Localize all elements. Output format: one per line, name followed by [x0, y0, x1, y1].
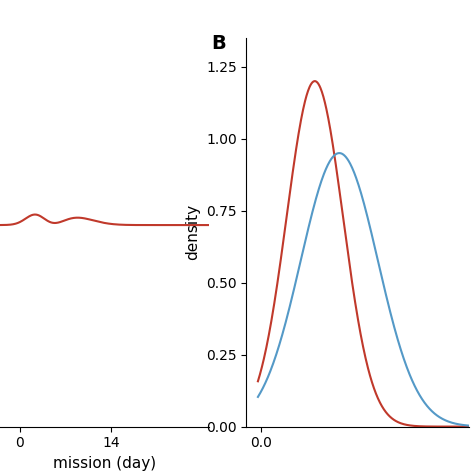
Text: B: B: [211, 34, 226, 53]
Y-axis label: density: density: [185, 204, 201, 260]
X-axis label: mission (day): mission (day): [53, 456, 156, 471]
